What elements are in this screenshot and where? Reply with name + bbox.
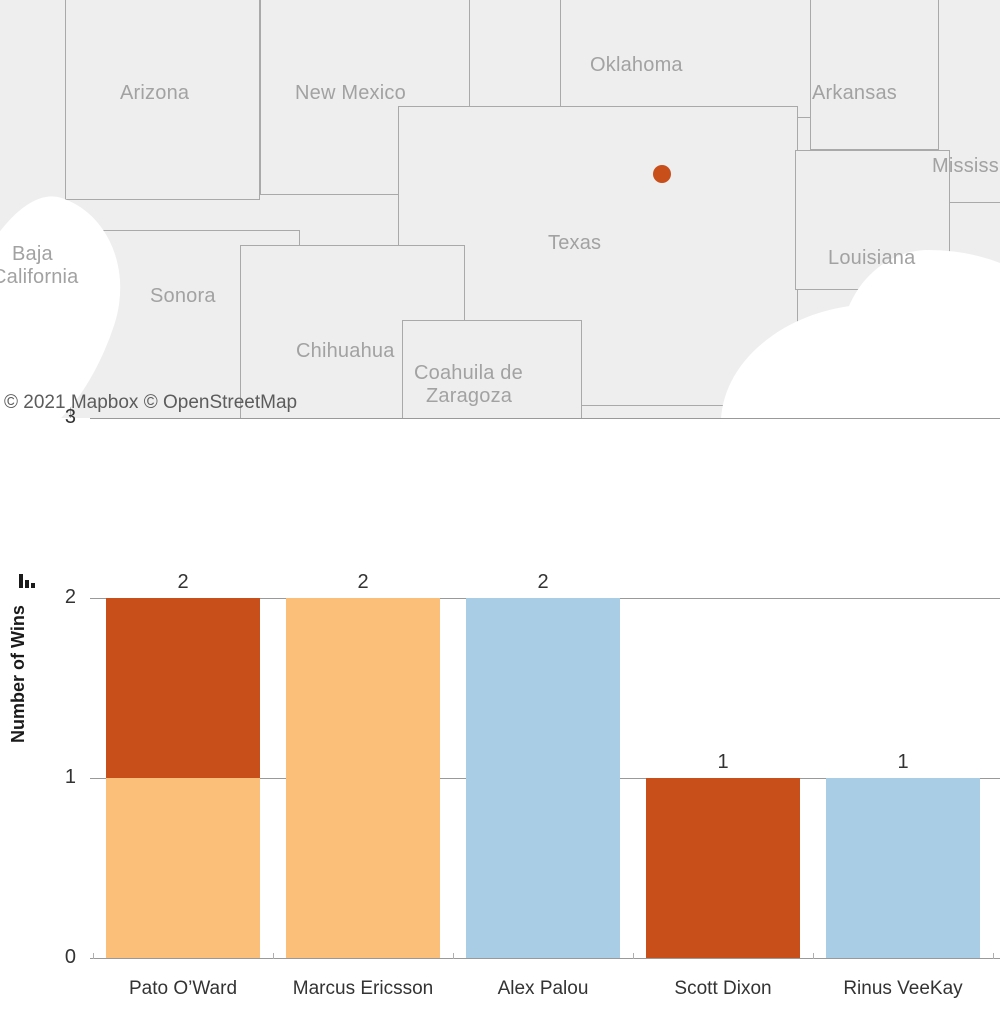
x-tick-mark: [93, 953, 94, 959]
bar-segment: [106, 778, 260, 958]
state-shape-arkansas: [810, 0, 940, 150]
bar-segment: [286, 598, 440, 958]
gridline: [90, 958, 1000, 959]
x-tick-mark: [993, 953, 994, 959]
x-tick-mark: [813, 953, 814, 959]
map-panel: Oklahoma Arizona New Mexico Arkansas Mississ…: [0, 0, 1000, 418]
map-label-7: Sonora: [150, 285, 216, 308]
x-tick-label: Rinus VeeKay: [843, 978, 962, 1000]
map-label-12: California: [0, 266, 78, 289]
bar-value-label: 1: [826, 751, 980, 774]
x-tick-label: Pato O’Ward: [129, 978, 237, 1000]
map-label-0: Oklahoma: [590, 54, 683, 77]
bar-segment: [106, 598, 260, 778]
bar-value-label: 1: [646, 751, 800, 774]
bar-column: 2: [466, 418, 620, 958]
bar-segment: [646, 778, 800, 958]
x-tick-mark: [273, 953, 274, 959]
bar-value-label: 2: [106, 571, 260, 594]
x-tick-label: Marcus Ericsson: [293, 978, 433, 1000]
y-axis-label: Number of Wins: [8, 605, 29, 743]
map-label-10: Zaragoza: [426, 385, 512, 408]
bar-segment: [826, 778, 980, 958]
x-tick-label: Scott Dixon: [674, 978, 771, 1000]
map-label-5: Texas: [548, 232, 601, 255]
y-tick-label: 1: [36, 766, 76, 789]
map-label-4: Mississippi: [932, 155, 1000, 178]
bar-chart: Number of Wins 22211 0123Pato O’WardMarc…: [0, 418, 1000, 1020]
map-label-6: Louisiana: [828, 247, 915, 270]
map-label-11: Baja: [12, 243, 53, 266]
bar-segment: [466, 598, 620, 958]
bar-value-label: 2: [286, 571, 440, 594]
map-marker: [653, 165, 671, 183]
map-label-8: Chihuahua: [296, 340, 395, 363]
plot-area: 2 2 2 1 1: [90, 418, 1000, 958]
x-tick-mark: [453, 953, 454, 959]
bar-column: 2: [286, 418, 440, 958]
map-label-1: Arizona: [120, 82, 189, 105]
map-label-2: New Mexico: [295, 82, 406, 105]
bar-column: 1: [826, 418, 980, 958]
map-label-3: Arkansas: [812, 82, 897, 105]
y-tick-label: 3: [36, 406, 76, 429]
bar-value-label: 2: [466, 571, 620, 594]
map-label-9: Coahuila de: [414, 362, 523, 385]
bar-column: 2: [106, 418, 260, 958]
bar-chart-icon: [18, 572, 36, 590]
y-tick-label: 2: [36, 586, 76, 609]
bar-column: 1: [646, 418, 800, 958]
y-tick-label: 0: [36, 946, 76, 969]
x-tick-label: Alex Palou: [498, 978, 589, 1000]
x-tick-mark: [633, 953, 634, 959]
